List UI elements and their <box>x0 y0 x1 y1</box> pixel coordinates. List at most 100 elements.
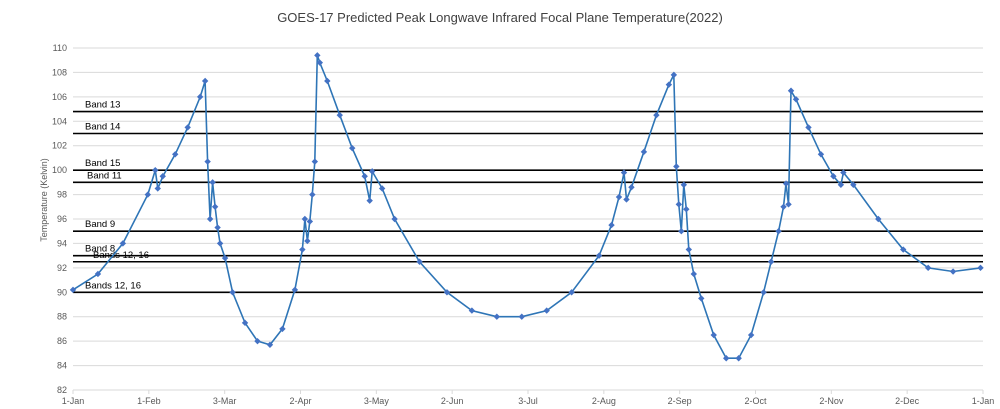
data-point <box>747 331 755 339</box>
data-point <box>254 337 261 345</box>
band-label: Band 8 <box>85 244 115 255</box>
data-point <box>837 181 845 188</box>
y-tick-label: 98 <box>57 190 67 200</box>
data-point <box>543 307 550 314</box>
data-point <box>680 181 688 188</box>
band-label: Bands 12, 16 <box>85 280 141 291</box>
data-point <box>304 237 311 245</box>
x-tick-label: 1-Jan <box>62 396 85 406</box>
data-point <box>316 59 324 66</box>
x-tick-label: 2-Aug <box>592 396 616 406</box>
y-tick-label: 82 <box>57 385 67 395</box>
data-point <box>214 224 221 231</box>
series-line <box>72 55 981 359</box>
x-tick-label: 2-Sep <box>668 396 692 406</box>
data-point <box>760 289 767 296</box>
band-label: Band 14 <box>85 122 120 133</box>
data-point <box>683 206 690 213</box>
y-tick-label: 102 <box>52 141 67 151</box>
data-point <box>493 313 501 320</box>
y-tick-label: 92 <box>57 263 67 273</box>
data-point <box>172 151 179 158</box>
data-point <box>620 169 628 176</box>
data-point <box>690 270 697 278</box>
data-point <box>416 258 423 265</box>
data-point <box>900 246 907 253</box>
y-tick-label: 90 <box>57 287 67 297</box>
y-tick-label: 106 <box>52 92 67 102</box>
x-tick-label: 2-Dec <box>895 396 920 406</box>
y-tick-label: 110 <box>53 43 67 53</box>
data-point <box>875 215 882 223</box>
y-tick-label: 94 <box>57 238 67 248</box>
data-point <box>368 168 376 175</box>
data-point <box>640 148 648 156</box>
data-point <box>152 166 159 174</box>
data-point <box>279 325 286 333</box>
band-label: Band 11 <box>87 170 122 181</box>
data-point <box>324 77 331 85</box>
data-point <box>361 173 368 180</box>
data-point <box>792 96 800 103</box>
data-point <box>119 240 127 247</box>
data-point <box>698 295 705 302</box>
data-point <box>196 93 204 101</box>
data-point <box>309 191 316 198</box>
data-point <box>349 144 356 152</box>
data-point <box>665 81 673 88</box>
band-label: Band 15 <box>85 158 120 169</box>
data-point <box>628 184 635 191</box>
data-point <box>830 173 837 180</box>
data-point <box>336 111 343 119</box>
data-point <box>201 77 209 85</box>
data-point <box>518 313 525 320</box>
data-point <box>94 270 102 278</box>
x-tick-label: 1-Feb <box>137 396 161 406</box>
data-point <box>817 151 825 158</box>
y-tick-label: 84 <box>57 361 67 371</box>
x-tick-label: 1-Jan <box>972 396 995 406</box>
data-point <box>306 218 314 225</box>
data-point <box>266 341 274 349</box>
data-point <box>723 355 730 362</box>
data-point <box>209 179 216 186</box>
data-point <box>221 254 229 262</box>
band-label: Band 9 <box>85 219 115 230</box>
data-point <box>595 252 603 259</box>
data-point <box>710 331 717 339</box>
y-tick-label: 100 <box>52 165 67 175</box>
data-point <box>949 268 957 275</box>
x-tick-label: 3-Jul <box>518 396 538 406</box>
data-point <box>678 228 685 235</box>
y-tick-label: 108 <box>52 67 67 77</box>
data-point <box>653 111 660 119</box>
x-tick-label: 2-Apr <box>289 396 311 406</box>
data-point <box>291 286 299 294</box>
x-tick-label: 2-Oct <box>744 396 767 406</box>
data-point <box>787 87 795 94</box>
data-point <box>782 180 790 187</box>
x-tick-label: 3-Mar <box>213 396 237 406</box>
band-label: Band 13 <box>85 100 120 111</box>
data-point <box>229 289 236 296</box>
x-tick-label: 2-Nov <box>819 396 844 406</box>
data-point <box>211 203 219 210</box>
data-point <box>366 197 373 204</box>
data-point <box>206 215 214 223</box>
data-point <box>311 158 319 165</box>
data-point <box>670 71 678 79</box>
data-point <box>785 201 792 208</box>
y-tick-label: 88 <box>57 312 67 322</box>
data-point <box>301 215 309 223</box>
data-point <box>780 203 787 210</box>
data-point <box>615 193 623 201</box>
data-point <box>468 307 476 314</box>
data-point <box>924 264 932 272</box>
data-point <box>159 173 166 180</box>
data-point <box>314 52 321 59</box>
y-tick-label: 104 <box>52 116 67 126</box>
y-axis-label: Temperature (Kelvin) <box>39 158 49 242</box>
data-point <box>299 246 306 253</box>
